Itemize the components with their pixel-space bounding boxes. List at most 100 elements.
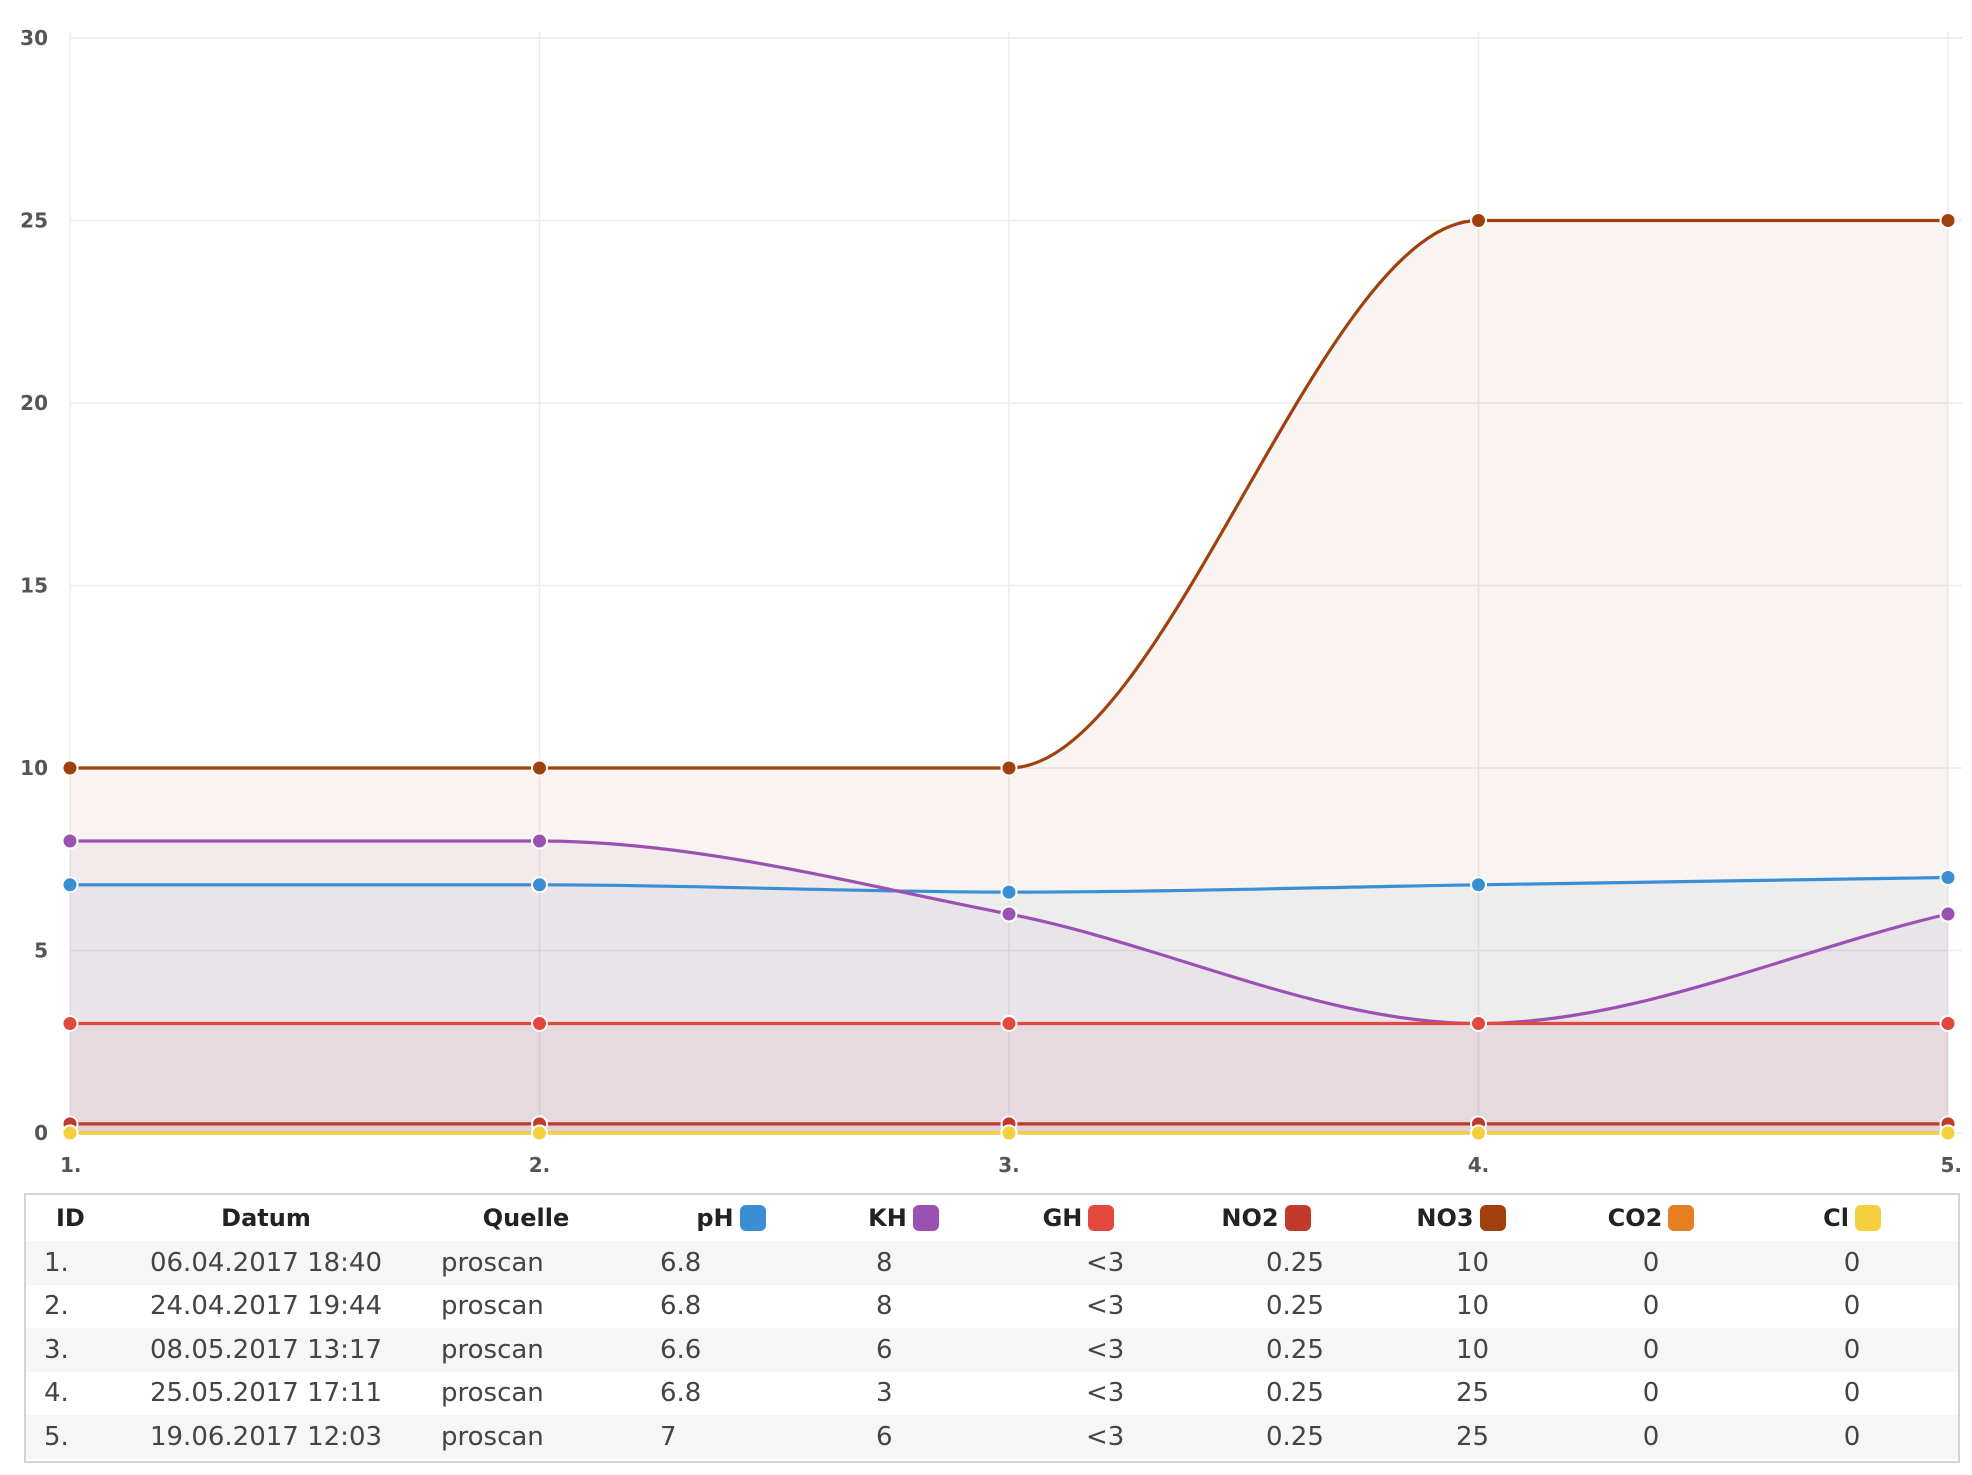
point-no3[interactable] [1939,212,1957,229]
series-points [61,212,1957,1142]
ph-swatch [739,1205,766,1231]
x-tick-label: 4. [1468,1153,1490,1177]
point-ph[interactable] [61,876,79,894]
co2-swatch [1668,1205,1695,1231]
header-no2-label: NO2 [1221,1204,1279,1232]
point-kh[interactable] [61,832,79,850]
cell-no3: 10 [1366,1241,1556,1285]
area-kh [70,841,1948,1133]
point-ph[interactable] [1470,876,1487,894]
cell-quelle: proscan [406,1415,646,1459]
cell-ph: 6.8 [646,1241,816,1285]
cell-datum: 24.04.2017 19:44 [149,1291,383,1322]
cell-kh: 6 [816,1415,991,1459]
table-row: 5. 19.06.2017 12:03 proscan 7 6 <3 0.25 25 0 0 [26,1415,1958,1459]
cell-no2: 0.25 [1266,1291,1324,1322]
cell-kh: 8 [876,1291,893,1322]
cell-id: 4. [44,1378,69,1409]
point-no3[interactable] [1000,759,1018,777]
header-id: ID [56,1204,85,1232]
point-gh[interactable] [531,1015,548,1032]
y-tick-label: 30 [20,26,48,50]
point-kh[interactable] [1000,905,1018,923]
header-cl: Cl [1746,1195,1958,1241]
cell-id: 5. [26,1415,126,1459]
cell-co2: 0 [1642,1291,1660,1322]
point-no3[interactable] [61,759,79,777]
cell-quelle: proscan [406,1241,646,1285]
header-gh: GH [991,1195,1166,1241]
point-gh[interactable] [61,1015,79,1032]
cell-id: 2. [44,1291,69,1322]
no3-swatch [1479,1205,1506,1231]
area-no3 [70,220,1948,1133]
point-cl[interactable] [1000,1124,1018,1142]
cell-gh: <3 [991,1328,1166,1372]
header-no3-label: NO3 [1416,1204,1474,1232]
cell-gh: <3 [1086,1378,1125,1409]
point-kh[interactable] [1939,905,1957,923]
area-ph [70,877,1948,1133]
cell-no3: 25 [1456,1378,1490,1409]
cell-cl: 0 [1746,1415,1958,1459]
gh-swatch [1088,1205,1115,1231]
chart: 0 5 10 15 20 25 30 1. 2. 3. 4. 5. [20,26,1962,1177]
x-tick-label: 1. [60,1153,82,1177]
cell-cl: 0 [1746,1241,1958,1285]
series-areas [70,220,1948,1133]
cell-no3: 25 [1366,1415,1556,1459]
cell-kh: 8 [816,1241,991,1285]
cell-gh: <3 [1086,1291,1125,1322]
point-kh[interactable] [531,832,548,850]
y-tick-label: 20 [20,391,48,415]
point-gh[interactable] [1000,1015,1018,1032]
cell-ph: 6.8 [660,1378,702,1409]
cell-id: 1. [26,1241,126,1285]
cell-ph: 7 [646,1415,816,1459]
cell-co2: 0 [1556,1241,1746,1285]
cell-kh: 6 [816,1328,991,1372]
point-cl[interactable] [61,1124,79,1142]
x-tick-label: 5. [1940,1153,1962,1177]
table-row: 3. 08.05.2017 13:17 proscan 6.6 6 <3 0.25 10 0 0 [26,1328,1958,1372]
cell-no2: 0.25 [1166,1415,1366,1459]
table-row: 4. 25.05.2017 17:11 proscan 6.8 3 <3 0.25 25 0 0 [26,1372,1958,1416]
cell-datum: 25.05.2017 17:11 [149,1378,383,1409]
y-axis-ticks: 0 5 10 15 20 25 30 [20,26,48,1145]
area-gh [70,1023,1948,1133]
cell-cl: 0 [1843,1291,1861,1322]
header-no3: NO3 [1366,1195,1556,1241]
point-gh[interactable] [1939,1015,1957,1032]
header-cl-label: Cl [1823,1204,1849,1232]
point-ph[interactable] [1939,869,1957,886]
cell-kh: 3 [876,1378,893,1409]
cell-co2: 0 [1556,1328,1746,1372]
cell-ph: 6.8 [660,1291,702,1322]
point-no3[interactable] [1470,212,1487,229]
cell-co2: 0 [1642,1378,1660,1409]
header-datum: Datum [221,1204,311,1232]
cell-quelle: proscan [441,1291,544,1322]
cell-ph: 6.6 [646,1328,816,1372]
cell-co2: 0 [1556,1415,1746,1459]
no2-swatch [1284,1205,1311,1231]
point-no3[interactable] [531,759,548,777]
point-ph[interactable] [1000,883,1018,901]
cell-cl: 0 [1843,1378,1861,1409]
cell-id: 3. [26,1328,126,1372]
cell-datum: 08.05.2017 13:17 [126,1328,406,1372]
point-cl[interactable] [531,1124,548,1142]
point-cl[interactable] [1470,1124,1487,1142]
header-no2: NO2 [1166,1195,1366,1241]
y-tick-label: 25 [20,209,48,233]
y-tick-label: 10 [20,756,48,780]
cell-gh: <3 [991,1241,1166,1285]
cell-quelle: proscan [441,1378,544,1409]
point-ph[interactable] [531,876,548,894]
point-cl[interactable] [1939,1124,1957,1142]
x-tick-label: 2. [529,1153,551,1177]
point-gh[interactable] [1470,1015,1487,1032]
cell-no2: 0.25 [1166,1241,1366,1285]
header-co2-label: CO2 [1607,1204,1663,1232]
cell-cl: 0 [1746,1328,1958,1372]
